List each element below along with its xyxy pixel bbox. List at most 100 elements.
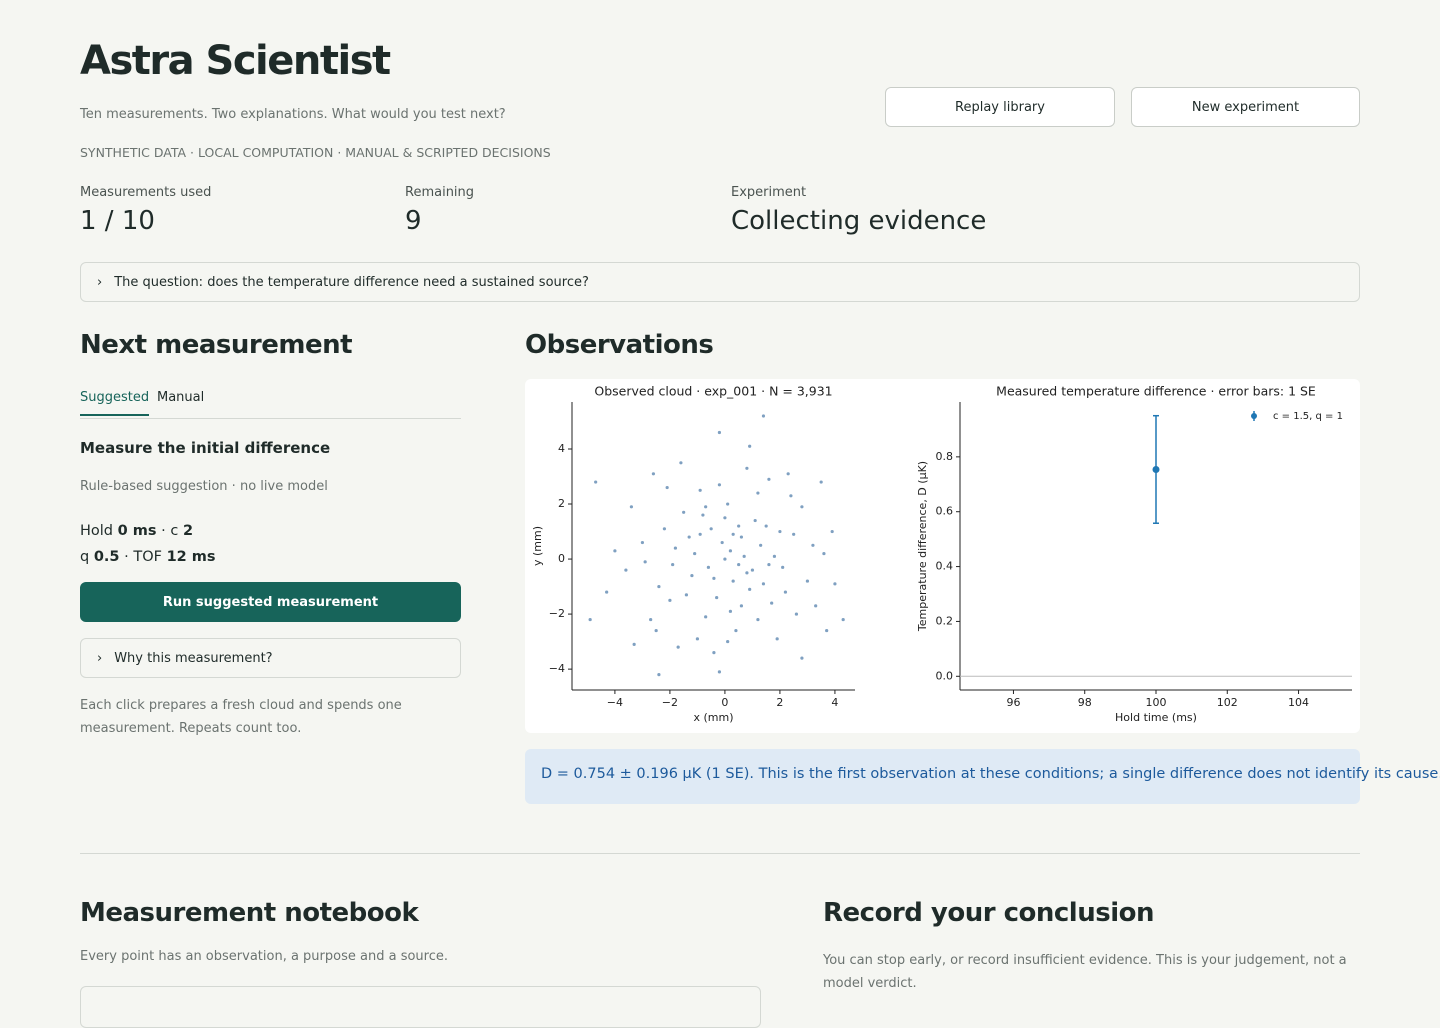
scatter-point [825, 628, 829, 633]
scatter-point [756, 617, 760, 622]
y-tick-label: 2 [558, 497, 565, 510]
scatter-point [632, 642, 636, 646]
scatter-point [679, 461, 683, 465]
x-tick-label: 96 [1006, 696, 1020, 709]
scatter-point [704, 505, 708, 509]
expander-label: The question: does the temperature diffe… [114, 274, 589, 290]
scatter-point [690, 573, 694, 578]
parameter-label: Hold [80, 523, 118, 539]
scatter-point [805, 579, 810, 583]
parameter-label: · c [156, 523, 183, 539]
scatter-point [728, 609, 733, 613]
app-title: Astra Scientist [80, 38, 391, 84]
scatter-point [778, 529, 782, 534]
question-expander[interactable]: › The question: does the temperature diff… [80, 262, 1360, 302]
scatter-point [737, 562, 741, 567]
parameter-value: 0 ms [117, 523, 157, 539]
x-tick-label: 98 [1078, 696, 1092, 709]
scatter-point [750, 568, 755, 572]
scatter-point [693, 551, 697, 556]
x-tick-label: 2 [776, 696, 783, 709]
scatter-point [753, 518, 757, 523]
scatter-point [731, 579, 735, 583]
scatter-point [814, 604, 818, 608]
scatter-point [739, 604, 744, 608]
stat: Remaining 9 [405, 185, 474, 236]
x-axis-label: Hold time (ms) [1115, 711, 1197, 724]
scatter-point [720, 540, 724, 545]
scatter-point [629, 505, 634, 509]
y-tick-label: 4 [558, 442, 565, 455]
charts: Observed cloud · exp_001 · N = 3,931 x (m… [525, 379, 1360, 733]
scatter-point [775, 637, 779, 641]
scatter-point [764, 524, 768, 528]
stat-value: Collecting evidence [731, 206, 987, 236]
section-heading: Observations [525, 330, 714, 360]
y-tick-label: 0.0 [936, 669, 954, 682]
subtitle: Ten measurements. Two explanations. What… [80, 107, 506, 122]
expander-label: Why this measurement? [114, 650, 273, 666]
tabs: Suggested Manual [80, 390, 461, 419]
x-tick-label: −4 [607, 696, 623, 709]
scatter-point [726, 639, 730, 644]
scatter-point [781, 565, 785, 569]
scatter-point [800, 656, 804, 660]
scatter-point [770, 601, 774, 605]
scatter-point [665, 485, 669, 490]
run-button[interactable]: Run suggested measurement [80, 582, 461, 622]
scatter-point [594, 480, 598, 484]
x-tick-label: 102 [1217, 696, 1238, 709]
scatter-point [709, 527, 713, 531]
y-axis-label: y (mm) [531, 526, 544, 566]
y-axis-label: Temperature difference, D (µK) [916, 461, 929, 632]
scatter-point [792, 532, 796, 536]
scatter-point [706, 565, 711, 569]
y-tick-label: 0.8 [936, 450, 954, 463]
tab[interactable]: Manual [157, 390, 205, 405]
y-tick-label: −2 [549, 607, 565, 620]
scatter-point [701, 513, 705, 517]
scatter-point [822, 551, 826, 556]
scatter-point [833, 582, 837, 586]
scatter-point [712, 650, 716, 655]
chart-title: Measured temperature difference · error … [996, 384, 1316, 399]
stat-value: 1 / 10 [80, 206, 155, 236]
scatter-point [704, 615, 708, 619]
parameter-value: 0.5 [93, 549, 120, 565]
scatter-point [717, 430, 722, 435]
scatter-point [605, 590, 609, 594]
y-tick-label: −4 [549, 662, 565, 675]
scatter-point [715, 595, 719, 600]
scatter-point [588, 617, 592, 622]
scatter-point [695, 637, 700, 641]
scatter-point [687, 535, 691, 539]
scatter-point [640, 540, 645, 545]
scatter-point [731, 532, 735, 536]
scatter-point [657, 584, 661, 589]
caption: Every point has an observation, a purpos… [80, 949, 448, 964]
scatter-point [737, 524, 741, 528]
scatter-point [676, 645, 680, 649]
scatter-point [767, 477, 771, 481]
stat-value: 9 [405, 206, 422, 236]
replay-button[interactable]: Replay library [885, 87, 1115, 127]
scatter-point [717, 483, 722, 487]
scatter-point [668, 598, 672, 602]
tab[interactable]: Suggested [80, 390, 150, 416]
scatter-point [748, 587, 752, 591]
scatter-point [712, 576, 716, 580]
y-tick-label: 0.2 [936, 614, 954, 627]
scatter-point [673, 546, 678, 550]
scatter-point [728, 549, 733, 553]
scatter-point [794, 612, 799, 616]
new-experiment-button[interactable]: New experiment [1131, 87, 1360, 127]
suggestion-note: Rule-based suggestion · no live model [80, 479, 328, 494]
scatter-point [756, 491, 760, 495]
why-expander[interactable]: › Why this measurement? [80, 638, 461, 678]
section-heading: Measurement notebook [80, 898, 419, 928]
scatter-point [742, 554, 746, 558]
scatter-point [819, 480, 823, 484]
stat-label: Remaining [405, 185, 475, 200]
info-box: D = 0.754 ± 0.196 µK (1 SE). This is the… [525, 749, 1440, 804]
